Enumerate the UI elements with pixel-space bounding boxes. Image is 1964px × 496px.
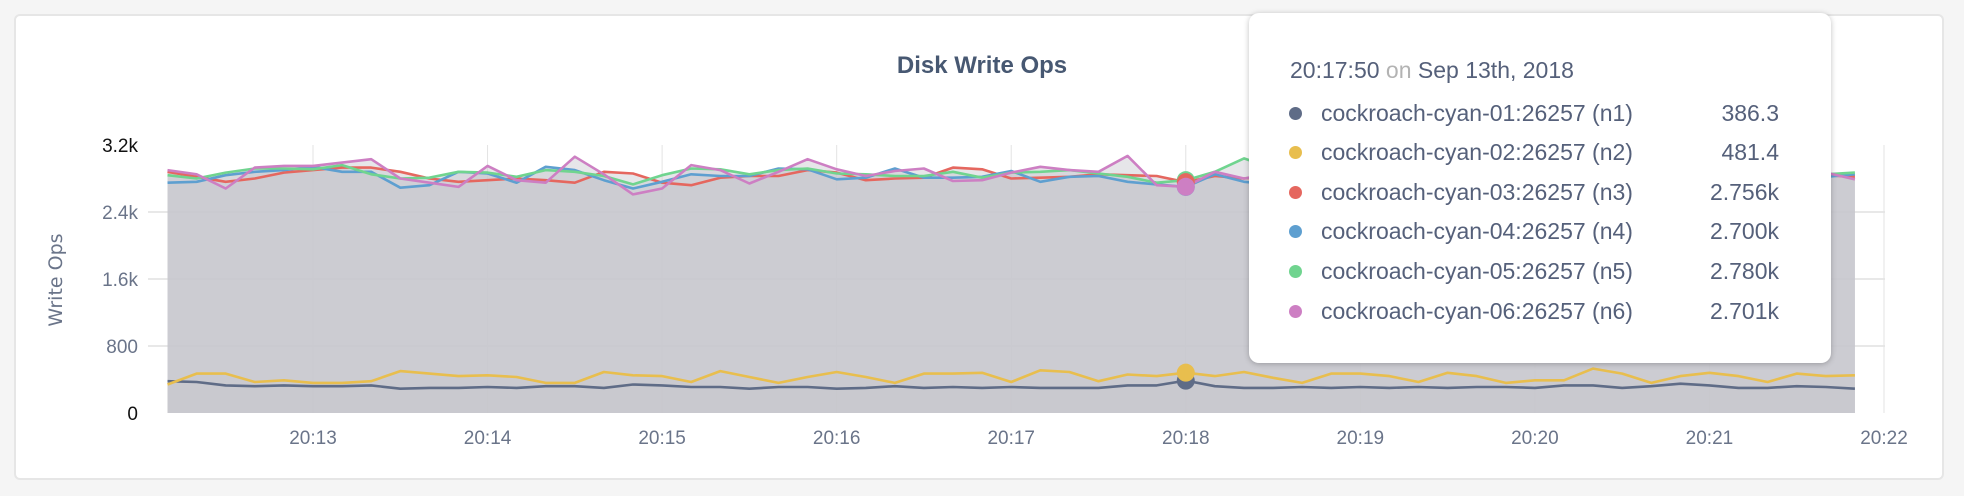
tooltip-series-value: 481.4 <box>1721 139 1779 166</box>
x-tick-label: 20:13 <box>289 428 337 449</box>
tooltip-series-label: cockroach-cyan-01:26257 (n1) <box>1321 99 1633 126</box>
series-color-dot-icon <box>1289 185 1302 199</box>
tooltip-series-value: 2.780k <box>1709 257 1779 284</box>
tooltip-header: 20:17:50 on Sep 13th, 2018 <box>1290 57 1574 84</box>
x-tick-label: 20:15 <box>638 428 686 449</box>
tooltip-row: cockroach-cyan-05:26257 (n5) 2.780k <box>1289 253 1779 289</box>
x-axis-ticks: 20:13 20:14 20:15 20:16 20:17 20:18 20:19 20:20… <box>289 428 1908 449</box>
x-tick-label: 20:20 <box>1511 428 1559 449</box>
series-color-dot-icon <box>1289 304 1302 318</box>
tooltip-series-value: 2.700k <box>1709 218 1779 245</box>
x-tick-label: 20:21 <box>1686 428 1734 449</box>
tooltip-row: cockroach-cyan-04:26257 (n4) 2.700k <box>1289 214 1779 250</box>
tooltip-series-value: 386.3 <box>1721 99 1779 126</box>
series-color-dot-icon <box>1289 106 1302 120</box>
x-tick-label: 20:19 <box>1337 428 1385 449</box>
tooltip-row: cockroach-cyan-01:26257 (n1) 386.3 <box>1289 95 1779 131</box>
series-line <box>167 367 1855 386</box>
series-color-dot-icon <box>1289 146 1302 160</box>
series-color-dot-icon <box>1289 225 1302 239</box>
tooltip-row: cockroach-cyan-06:26257 (n6) 2.701k <box>1289 293 1779 329</box>
y-tick-label: 0 <box>127 404 138 425</box>
tooltip-time: 20:17:50 <box>1290 57 1380 83</box>
tooltip-on: on <box>1385 57 1412 83</box>
tooltip-date: Sep 13th, 2018 <box>1417 57 1574 83</box>
tooltip-series-label: cockroach-cyan-05:26257 (n5) <box>1321 257 1633 284</box>
hover-markers <box>1176 171 1195 390</box>
y-axis-ticks: 0 800 1.6k 2.4k 3.2k <box>102 136 138 425</box>
tooltip-row: cockroach-cyan-03:26257 (n3) 2.756k <box>1289 174 1779 210</box>
x-tick-label: 20:17 <box>987 428 1035 449</box>
tooltip-row: cockroach-cyan-02:26257 (n2) 481.4 <box>1289 135 1779 171</box>
x-tick-label: 20:22 <box>1860 428 1908 449</box>
y-tick-label: 3.2k <box>102 136 138 157</box>
x-tick-label: 20:18 <box>1162 428 1210 449</box>
tooltip-series-label: cockroach-cyan-04:26257 (n4) <box>1321 218 1633 245</box>
tooltip-series-label: cockroach-cyan-02:26257 (n2) <box>1321 139 1633 166</box>
hover-tooltip: 20:17:50 on Sep 13th, 2018 cockroach-cya… <box>1249 13 1831 363</box>
hover-point <box>1176 363 1195 382</box>
series-area <box>167 368 1855 413</box>
series-color-dot-icon <box>1289 264 1302 278</box>
x-tick-label: 20:16 <box>813 428 861 449</box>
tooltip-series-value: 2.756k <box>1709 178 1779 205</box>
y-tick-label: 2.4k <box>102 203 138 224</box>
tooltip-series-label: cockroach-cyan-03:26257 (n3) <box>1321 178 1633 205</box>
chart-title: Disk Write Ops <box>896 52 1068 79</box>
y-tick-label: 800 <box>106 337 138 358</box>
hover-point <box>1176 177 1195 196</box>
x-tick-label: 20:14 <box>464 428 512 449</box>
series-line <box>167 379 1855 390</box>
tooltip-series-label: cockroach-cyan-06:26257 (n6) <box>1321 297 1633 324</box>
y-axis-label: Write Ops <box>45 233 67 326</box>
y-tick-label: 1.6k <box>102 270 138 291</box>
tooltip-series-value: 2.701k <box>1709 297 1779 324</box>
